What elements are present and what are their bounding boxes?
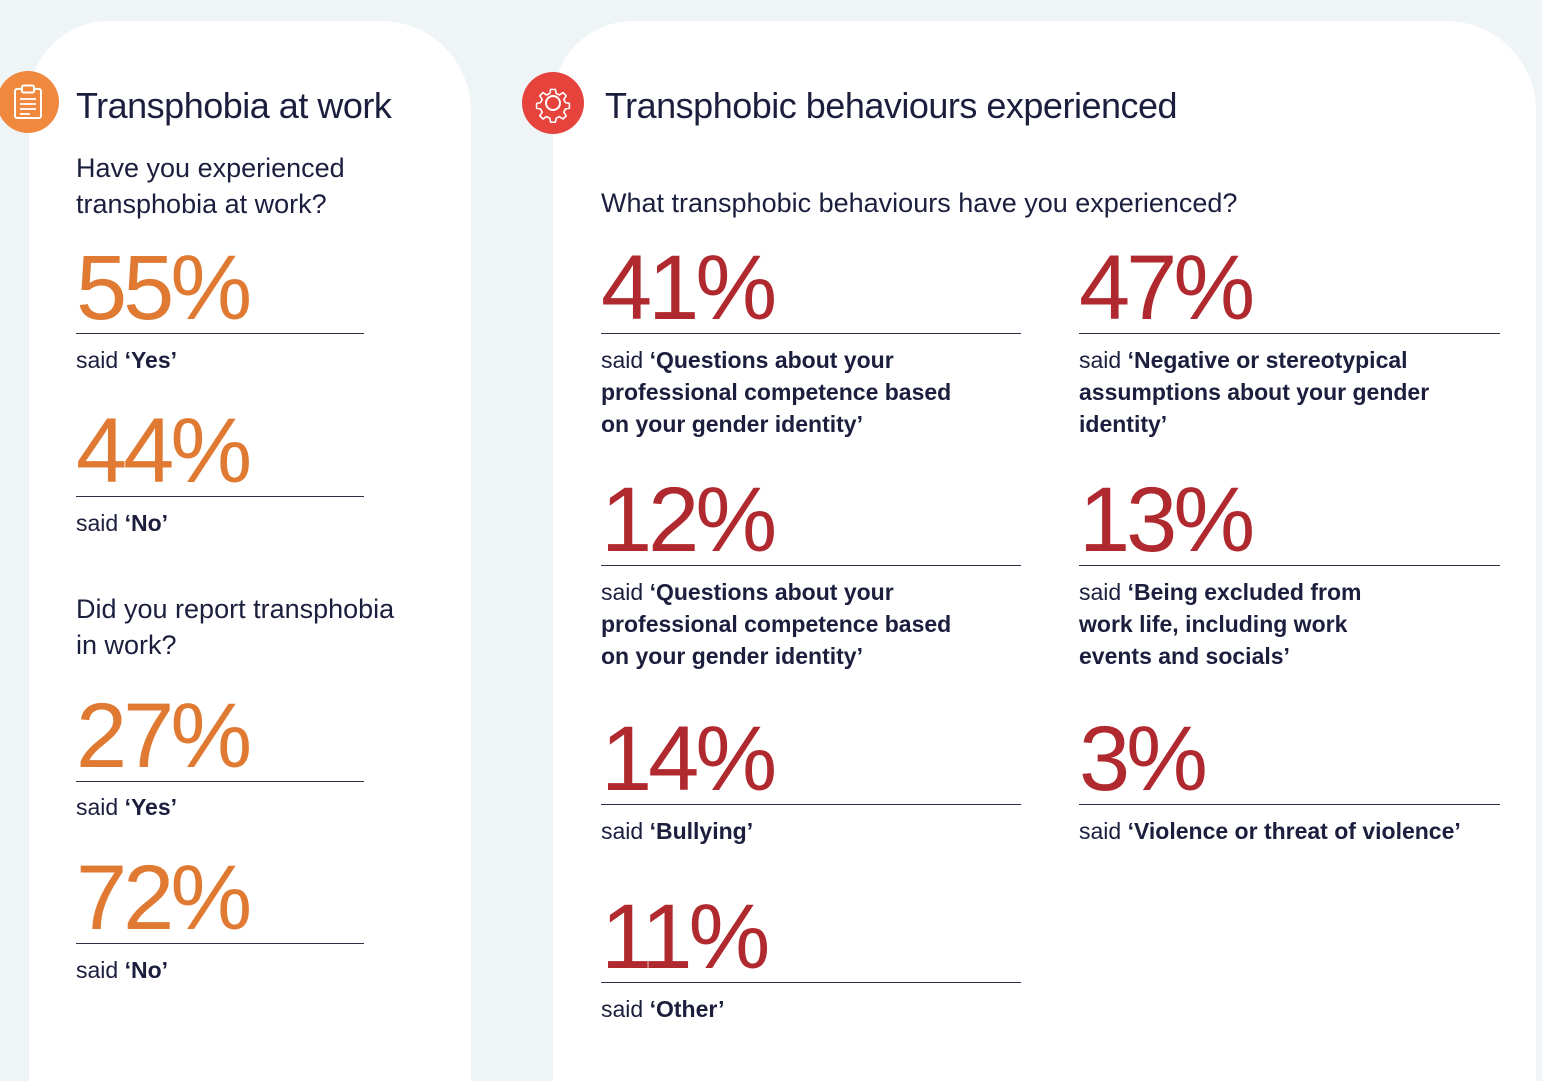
divider: [601, 333, 1021, 334]
divider: [76, 496, 364, 497]
stat-caption: said ‘Bullying’: [601, 818, 754, 844]
divider: [1079, 565, 1500, 566]
divider: [601, 565, 1021, 566]
stat-caption: said ‘Questions about your professional …: [601, 579, 952, 669]
stat-caption: said ‘No’: [76, 957, 169, 983]
gear-icon: [522, 72, 584, 134]
divider: [601, 982, 1021, 983]
stat-other: 11% said ‘Other’: [601, 886, 1021, 1022]
divider: [76, 333, 364, 334]
stat-violence: 3% said ‘Violence or threat of violence’: [1079, 708, 1500, 844]
divider: [76, 943, 364, 944]
stat-percent: 47%: [1079, 237, 1255, 339]
stat-percent: 13%: [1079, 469, 1255, 571]
stat-caption: said ‘Other’: [601, 996, 725, 1022]
stat-negative-assumptions: 47% said ‘Negative or stereotypical assu…: [1079, 237, 1500, 437]
right-panel: [553, 21, 1536, 1081]
divider: [76, 781, 364, 782]
stat-caption: said ‘Yes’: [76, 347, 178, 373]
left-heading: Transphobia at work: [76, 85, 392, 126]
stat-percent: 72%: [76, 847, 252, 949]
stat-caption: said ‘Negative or stereotypical assumpti…: [1079, 347, 1430, 437]
divider: [1079, 804, 1500, 805]
stat-q1-no: 44% said ‘No’: [76, 400, 364, 536]
stat-q2-no: 72% said ‘No’: [76, 847, 364, 983]
stat-percent: 44%: [76, 400, 252, 502]
stat-caption: said ‘Questions about your professional …: [601, 347, 952, 437]
stat-caption: said ‘Violence or threat of violence’: [1079, 818, 1461, 844]
stat-caption: said ‘Yes’: [76, 794, 178, 820]
stat-percent: 3%: [1079, 708, 1208, 810]
stat-q2-yes: 27% said ‘Yes’: [76, 685, 364, 820]
stat-percent: 27%: [76, 685, 252, 787]
stat-q1-yes: 55% said ‘Yes’: [76, 237, 364, 373]
divider: [601, 804, 1021, 805]
stat-percent: 55%: [76, 237, 252, 339]
stat-bullying: 14% said ‘Bullying’: [601, 708, 1021, 844]
question-reported: Did you report transphobia in work?: [76, 594, 395, 660]
stat-percent: 12%: [601, 469, 777, 571]
stat-caption: said ‘Being excluded from work life, inc…: [1079, 579, 1362, 669]
stat-percent: 41%: [601, 237, 777, 339]
stat-excluded: 13% said ‘Being excluded from work life,…: [1079, 469, 1500, 669]
stat-caption: said ‘No’: [76, 510, 169, 536]
stat-percent: 11%: [601, 886, 770, 988]
clipboard-icon: [0, 71, 59, 133]
stat-questions-competence-2: 12% said ‘Questions about your professio…: [601, 469, 1021, 669]
right-heading: Transphobic behaviours experienced: [605, 85, 1178, 126]
left-panel: [29, 21, 471, 1081]
stat-questions-competence: 41% said ‘Questions about your professio…: [601, 237, 1021, 437]
stat-percent: 14%: [601, 708, 777, 810]
question-experienced: Have you experienced transphobia at work…: [76, 153, 345, 219]
question-behaviours: What transphobic behaviours have you exp…: [601, 188, 1238, 218]
divider: [1079, 333, 1500, 334]
